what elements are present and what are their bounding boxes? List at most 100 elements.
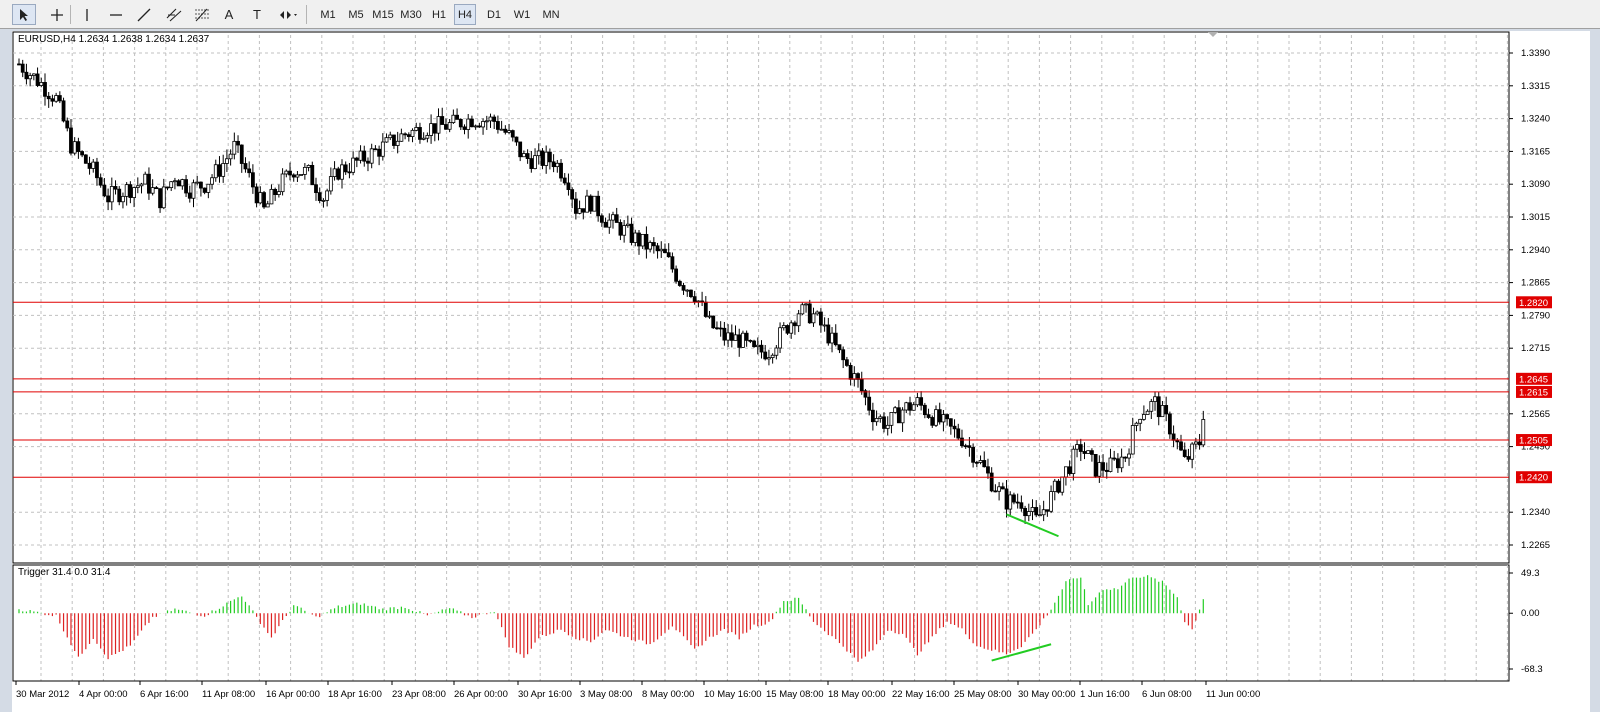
candle-body — [273, 188, 278, 195]
text-tool-button[interactable]: A — [218, 4, 240, 25]
candle-body — [1197, 441, 1202, 446]
candle-body — [35, 73, 40, 86]
candle-body — [373, 148, 378, 151]
candle-body — [284, 170, 289, 175]
candle-body — [451, 114, 456, 123]
candle-body — [559, 162, 563, 179]
candle-body — [878, 416, 883, 419]
candle-body — [347, 171, 352, 174]
candle-body — [941, 414, 946, 423]
candle-body — [596, 195, 601, 217]
divergence-trendline[interactable] — [1006, 513, 1059, 538]
candle-body — [1097, 462, 1102, 477]
candle-body — [997, 486, 1001, 492]
candle-body — [369, 148, 374, 164]
vertical-line-tool-button[interactable] — [76, 4, 98, 25]
candle-body — [741, 332, 745, 348]
candle-body — [143, 173, 148, 185]
timeframe-d1-button[interactable]: D1 — [486, 8, 502, 21]
candle-body — [169, 181, 174, 188]
candle-body — [1134, 422, 1139, 426]
candle-body — [484, 120, 489, 123]
candle-body — [833, 332, 838, 346]
timeframe-h4-button[interactable]: H4 — [454, 4, 476, 25]
chart-shift-marker-icon[interactable] — [1208, 32, 1218, 37]
horizontal-line-icon — [109, 10, 123, 20]
candle-body — [31, 73, 36, 76]
chart-window[interactable]: 1.3390 1.3315 1.3240 1.3165 1.3090 1.3015 1.29… — [12, 31, 1590, 712]
candle-body — [306, 164, 311, 168]
timeframe-m15-button[interactable]: M15 — [372, 8, 394, 21]
trendline-tool-button[interactable] — [132, 4, 156, 25]
candle-body — [544, 151, 549, 166]
candle-body — [622, 225, 627, 236]
candle-body — [1108, 457, 1113, 472]
candle-body — [239, 144, 244, 164]
price-level-label: 1.2615 — [1519, 387, 1548, 398]
text-label-tool-button[interactable]: T — [246, 4, 268, 25]
candle-body — [974, 461, 979, 464]
candle-body — [651, 242, 656, 247]
candle-body — [800, 304, 805, 315]
price-tick-label: 1.3240 — [1521, 114, 1550, 125]
candle-body — [637, 232, 641, 247]
candle-body — [648, 242, 653, 250]
candle-body — [332, 168, 337, 177]
candle-body — [109, 186, 114, 203]
candle-body — [1186, 456, 1191, 460]
candle-body — [603, 221, 608, 228]
candle-body — [718, 327, 723, 330]
candle-body — [726, 332, 730, 341]
candle-body — [518, 141, 523, 158]
price-level-label: 1.2420 — [1519, 473, 1548, 484]
candle-body — [666, 252, 671, 258]
timeframe-m5-button[interactable]: M5 — [348, 8, 364, 21]
indicator-tick-label: -68.3 — [1521, 664, 1543, 675]
arrows-tool-button[interactable] — [274, 4, 302, 25]
candle-body — [551, 161, 556, 168]
timeframe-w1-button[interactable]: W1 — [513, 8, 531, 21]
candle-body — [499, 128, 504, 131]
candle-body — [529, 158, 534, 169]
candle-body — [521, 153, 526, 158]
horizontal-line-tool-button[interactable] — [104, 4, 128, 25]
timeframe-m1-button[interactable]: M1 — [320, 8, 336, 21]
equidistant-channel-tool-button[interactable] — [162, 4, 186, 25]
crosshair-tool-button[interactable] — [44, 4, 70, 25]
candle-body — [150, 187, 155, 194]
arrows-icon — [278, 8, 298, 22]
cursor-tool-button[interactable] — [12, 4, 36, 25]
candle-body — [755, 344, 760, 348]
timeframe-m30-button[interactable]: M30 — [400, 8, 422, 21]
candle-body — [607, 219, 612, 228]
vertical-line-icon — [82, 8, 92, 22]
candle-body — [1071, 448, 1076, 474]
candle-body — [893, 407, 898, 413]
candle-body — [50, 98, 55, 102]
candle-body — [250, 172, 255, 188]
candle-body — [477, 125, 482, 128]
candle-body — [830, 332, 834, 344]
oscillator-divergence-line[interactable] — [991, 643, 1052, 662]
candle-body — [1082, 451, 1087, 454]
candle-body — [98, 177, 103, 186]
price-tick-label: 1.3165 — [1521, 146, 1550, 157]
price-level-badge — [1516, 385, 1552, 398]
candle-body — [804, 303, 808, 306]
candle-body — [707, 315, 712, 318]
fibonacci-tool-button[interactable] — [190, 4, 214, 25]
candle-body — [496, 121, 500, 130]
price-level-badge — [1516, 372, 1552, 385]
candle-body — [599, 215, 604, 223]
candle-body — [199, 181, 203, 189]
time-tick-label: 1 Jun 16:00 — [1080, 689, 1130, 700]
timeframe-h1-button[interactable]: H1 — [431, 8, 447, 21]
main-price-pane[interactable] — [12, 31, 1510, 564]
candle-body — [729, 332, 734, 341]
candle-body — [748, 339, 753, 342]
candle-body — [447, 122, 452, 130]
chart-canvas[interactable]: 1.3390 1.3315 1.3240 1.3165 1.3090 1.3015 1.29… — [12, 31, 1590, 712]
price-tick-label: 1.2715 — [1521, 343, 1550, 354]
candle-body — [774, 347, 779, 356]
timeframe-mn-button[interactable]: MN — [542, 8, 560, 21]
